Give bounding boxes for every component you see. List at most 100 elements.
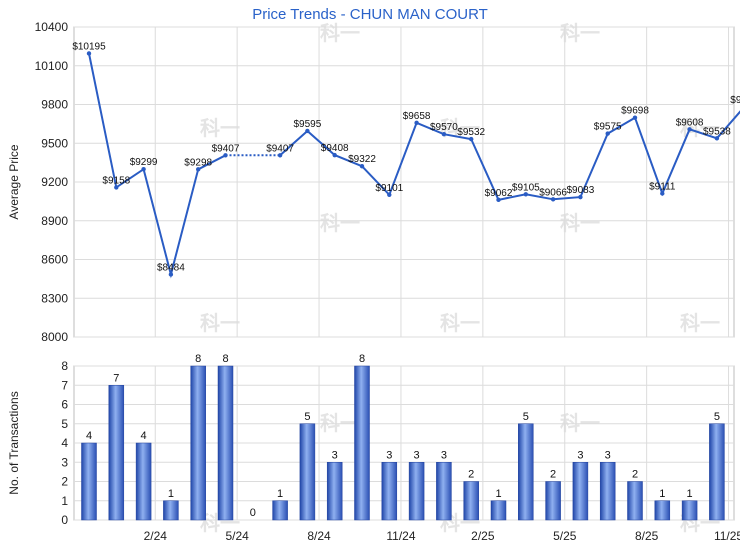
price-point-5 — [223, 153, 228, 158]
price-line-segment-0 — [88, 53, 226, 279]
price-label-0: $10195 — [72, 41, 106, 52]
bar-label-7: 1 — [277, 488, 283, 500]
price-point-7 — [305, 128, 310, 134]
line-ytick-0: 8000 — [41, 330, 68, 344]
bar-18 — [572, 462, 589, 521]
bar-9 — [326, 462, 343, 521]
bar-11 — [381, 462, 398, 521]
watermark-3: 科一 — [440, 116, 480, 140]
bar-label-21: 1 — [659, 488, 665, 500]
watermark-8: 科一 — [440, 311, 480, 335]
bar-label-11: 3 — [386, 449, 392, 461]
line-ytick-2: 8600 — [41, 253, 68, 267]
bar-label-15: 1 — [495, 488, 501, 500]
price-line-segment-1 — [279, 110, 740, 201]
price-point-11 — [414, 120, 419, 126]
bar-1 — [108, 385, 125, 521]
price-point-17 — [578, 194, 583, 200]
bar-22 — [681, 500, 698, 521]
xtick-5: 5/25 — [553, 529, 577, 543]
bar-7 — [272, 500, 288, 521]
bar-label-4: 8 — [195, 353, 201, 365]
price-label-3: $8484 — [157, 262, 185, 273]
bar-4 — [190, 365, 206, 521]
price-label-14: $9062 — [485, 188, 513, 199]
bar-label-14: 2 — [468, 469, 474, 481]
xtick-2: 8/24 — [307, 529, 331, 543]
bar-label-19: 3 — [605, 449, 611, 461]
price-label-5: $9407 — [212, 143, 240, 154]
chart-title: Price Trends - CHUN MAN COURT — [252, 6, 488, 23]
bar-23 — [709, 423, 725, 521]
watermark-4: 科一 — [560, 21, 600, 45]
bar-ytick-6: 6 — [61, 398, 68, 412]
bar-ytick-8: 8 — [61, 359, 68, 373]
bar-ytick-4: 4 — [61, 436, 68, 450]
bar-0 — [81, 442, 97, 521]
price-point-20 — [660, 191, 665, 196]
price-label-15: $9105 — [512, 182, 540, 193]
bar-label-3: 1 — [168, 488, 174, 500]
line-ytick-3: 8900 — [41, 214, 68, 228]
price-point-6 — [277, 153, 283, 158]
price-label-23: $9781 — [730, 95, 740, 106]
price-label-12: $9570 — [430, 122, 458, 133]
xtick-6: 8/25 — [635, 529, 659, 543]
bar-8 — [299, 423, 316, 521]
bar-20 — [627, 481, 643, 521]
price-label-13: $9532 — [457, 127, 485, 138]
watermark-5: 科一 — [560, 211, 600, 235]
line-ytick-8: 10400 — [35, 20, 69, 34]
price-point-15 — [523, 192, 528, 197]
bar-ytick-1: 1 — [61, 494, 68, 508]
bar-label-16: 5 — [523, 411, 529, 423]
price-point-18 — [605, 131, 610, 136]
price-label-19: $9698 — [621, 106, 649, 117]
bar-label-5: 8 — [222, 353, 228, 365]
bar-label-9: 3 — [332, 449, 338, 461]
price-label-16: $9066 — [539, 187, 567, 198]
bar-ytick-7: 7 — [61, 378, 68, 392]
price-point-4 — [196, 167, 201, 172]
bar-ytick-2: 2 — [61, 475, 68, 489]
price-label-1: $9158 — [102, 175, 130, 186]
price-label-4: $9298 — [184, 157, 212, 168]
price-point-12 — [441, 132, 447, 137]
bar-13 — [436, 462, 452, 521]
price-label-21: $9608 — [676, 117, 704, 128]
bar-label-10: 8 — [359, 353, 365, 365]
bar-16 — [518, 423, 534, 521]
line-ytick-5: 9500 — [41, 136, 68, 150]
xtick-3: 11/24 — [386, 529, 415, 543]
watermark-1: 科一 — [320, 21, 360, 45]
line-ytick-1: 8300 — [41, 291, 68, 305]
price-label-11: $9658 — [403, 111, 431, 122]
price-point-19 — [632, 115, 638, 120]
bar-label-8: 5 — [304, 411, 310, 423]
bar-label-20: 2 — [632, 469, 638, 481]
price-point-8 — [332, 152, 337, 158]
price-point-22 — [714, 136, 720, 141]
bar-19 — [599, 462, 616, 521]
price-label-6: $9407 — [266, 143, 294, 154]
xtick-1: 5/24 — [225, 529, 249, 543]
price-label-2: $9299 — [130, 157, 158, 168]
watermark-13: 科一 — [320, 411, 360, 435]
bar-label-0: 4 — [86, 430, 92, 442]
bar-ytick-5: 5 — [61, 417, 68, 431]
watermark-2: 科一 — [320, 211, 360, 235]
price-label-10: $9101 — [375, 183, 403, 194]
bar-17 — [545, 481, 561, 521]
watermark-0: 科一 — [200, 116, 240, 140]
bar-3 — [163, 500, 179, 521]
price-point-13 — [469, 136, 474, 142]
watermark-14: 科一 — [560, 411, 600, 435]
price-point-10 — [387, 192, 392, 197]
price-point-9 — [359, 164, 365, 169]
price-label-18: $9575 — [594, 122, 622, 133]
xtick-7: 11/25 — [714, 529, 740, 543]
price-point-2 — [141, 167, 146, 172]
bar-14 — [463, 481, 479, 521]
